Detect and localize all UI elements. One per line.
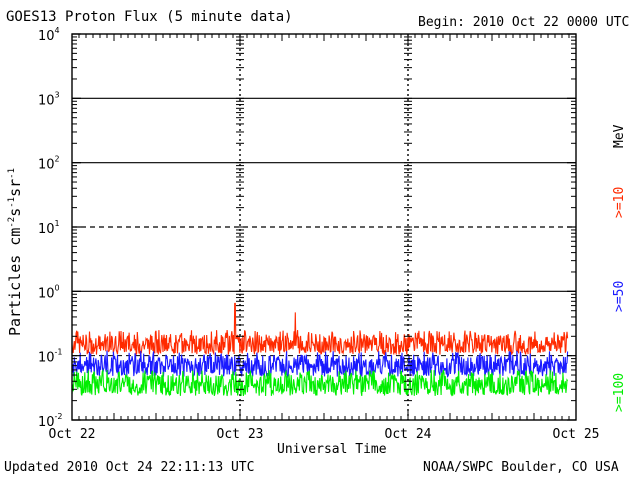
x-tick-label: Oct 22 xyxy=(49,427,96,442)
x-tick-label: Oct 24 xyxy=(385,427,432,442)
y-axis-label: Particles cm-2s-1sr-1 xyxy=(6,168,24,336)
series-line xyxy=(71,302,569,357)
chart-title: GOES13 Proton Flux (5 minute data) xyxy=(6,9,293,25)
legend-ge10: >=10 xyxy=(612,186,627,218)
credit: NOAA/SWPC Boulder, CO USA xyxy=(423,460,619,475)
series-line xyxy=(71,368,569,397)
updated-time: Updated 2010 Oct 24 22:11:13 UTC xyxy=(4,460,255,475)
x-tick-label: Oct 23 xyxy=(217,427,264,442)
x-tick-label: Oct 25 xyxy=(553,427,600,442)
y-axis-label-text: Particles cm-2s-1sr-1 xyxy=(6,168,24,336)
x-axis-label: Universal Time xyxy=(277,442,387,457)
begin-time: Begin: 2010 Oct 22 0000 UTC xyxy=(418,15,630,30)
y-tick-label: 101 xyxy=(38,219,60,237)
legend-ge50: >=50 xyxy=(612,280,627,312)
y-tick-label: 10-1 xyxy=(38,348,63,366)
legend-unit: MeV xyxy=(612,124,627,148)
y-tick-label: 102 xyxy=(38,155,60,173)
y-tick-label: 104 xyxy=(38,26,60,44)
y-tick-label: 103 xyxy=(38,90,60,108)
series-line xyxy=(71,350,569,379)
legend-ge100: >=100 xyxy=(612,372,627,412)
y-tick-label: 100 xyxy=(38,283,60,301)
